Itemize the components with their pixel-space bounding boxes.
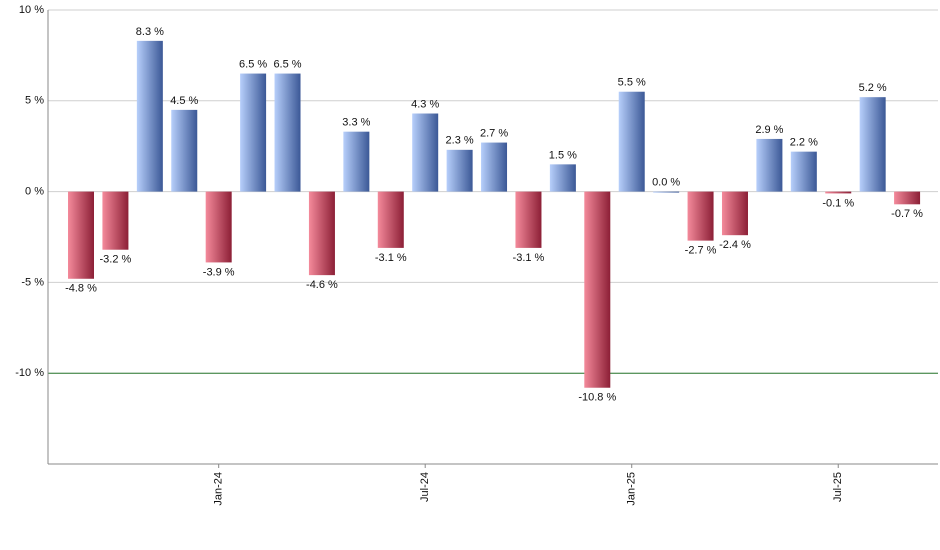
bar	[756, 138, 783, 192]
value-label: 4.3 %	[411, 98, 439, 110]
y-tick-label: 10 %	[19, 4, 44, 16]
y-tick-label: 0 %	[25, 186, 44, 198]
bar	[549, 164, 576, 192]
y-tick-label: 5 %	[25, 95, 44, 107]
value-label: 5.2 %	[859, 82, 887, 94]
bar	[825, 191, 852, 194]
bar	[446, 149, 473, 192]
value-label: 2.2 %	[790, 137, 818, 149]
value-label: -3.2 %	[100, 254, 132, 266]
value-label: 2.9 %	[755, 124, 783, 136]
bar	[481, 142, 508, 192]
value-label: 6.5 %	[273, 58, 301, 70]
value-label: 2.7 %	[480, 127, 508, 139]
bar	[859, 97, 886, 192]
x-tick-label: Jul-25	[832, 472, 844, 502]
x-tick-label: Jul-24	[419, 472, 431, 502]
bar	[412, 113, 439, 192]
x-tick-label: Jan-24	[213, 472, 225, 506]
bar	[171, 109, 198, 192]
bar	[584, 191, 611, 388]
value-label: -3.1 %	[513, 252, 545, 264]
bar	[618, 91, 645, 192]
bar	[136, 40, 163, 192]
value-label: -10.8 %	[578, 392, 616, 404]
bar	[790, 151, 817, 192]
value-label: 6.5 %	[239, 58, 267, 70]
y-tick-label: -10 %	[15, 367, 44, 379]
value-label: -4.8 %	[65, 283, 97, 295]
value-label: -2.4 %	[719, 239, 751, 251]
bar	[894, 191, 921, 205]
value-label: 0.0 %	[652, 177, 680, 189]
bar	[687, 191, 714, 241]
bar	[205, 191, 232, 263]
bar	[377, 191, 404, 248]
value-label: 8.3 %	[136, 26, 164, 38]
value-label: 2.3 %	[446, 135, 474, 147]
value-label: 5.5 %	[618, 77, 646, 89]
bar	[653, 191, 680, 193]
value-label: -4.6 %	[306, 279, 338, 291]
value-label: -0.1 %	[822, 197, 854, 209]
bar	[308, 191, 335, 276]
value-label: -2.7 %	[685, 245, 717, 257]
bar	[343, 131, 370, 192]
y-tick-label: -5 %	[21, 276, 44, 288]
bar	[102, 191, 129, 250]
value-label: -0.7 %	[891, 208, 923, 220]
bar	[68, 191, 94, 279]
value-label: -3.1 %	[375, 252, 407, 264]
value-label: 4.5 %	[170, 95, 198, 107]
x-tick-label: Jan-25	[626, 472, 638, 506]
bar	[721, 191, 748, 236]
bar	[240, 73, 267, 192]
bar	[274, 73, 301, 192]
bar	[515, 191, 542, 248]
value-label: 1.5 %	[549, 149, 577, 161]
value-label: 3.3 %	[342, 117, 370, 129]
value-label: -3.9 %	[203, 266, 235, 278]
